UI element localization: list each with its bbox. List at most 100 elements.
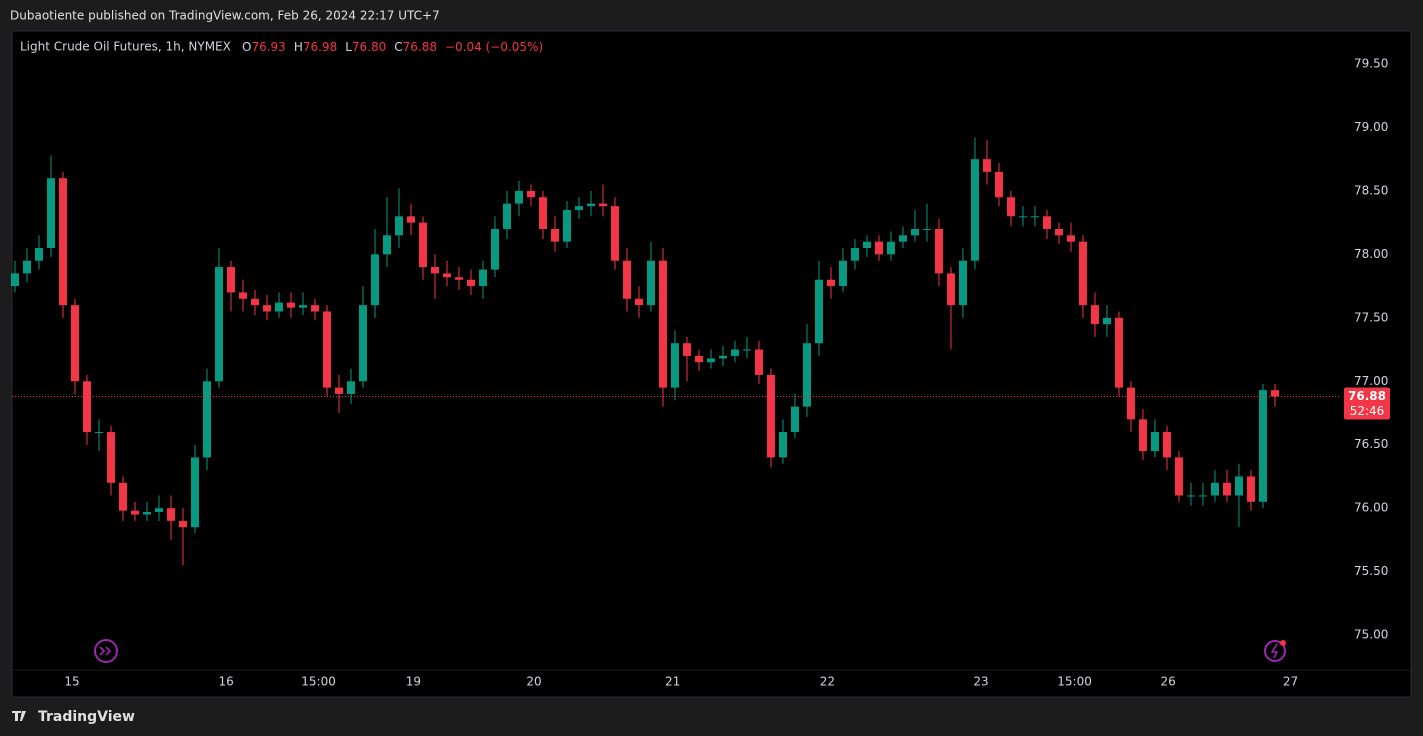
y-tick-label: 77.00 bbox=[1354, 374, 1388, 388]
candle-body bbox=[430, 267, 439, 274]
logo bbox=[12, 711, 26, 721]
candle-body bbox=[1114, 317, 1123, 388]
candle-body bbox=[958, 260, 967, 306]
candle-body bbox=[406, 216, 415, 223]
icon[interactable] bbox=[1264, 640, 1286, 662]
legend-open: 76.93 bbox=[251, 40, 285, 54]
y-tick-label: 76.50 bbox=[1354, 437, 1388, 451]
icon-glyph bbox=[99, 646, 112, 656]
candle-body bbox=[1270, 390, 1279, 397]
candle-body bbox=[466, 279, 475, 287]
candle-body bbox=[166, 508, 175, 521]
candle-body bbox=[778, 432, 787, 458]
y-tick-label: 79.50 bbox=[1354, 56, 1388, 70]
candle-body bbox=[646, 260, 655, 306]
candle-body bbox=[190, 457, 199, 528]
candle-body bbox=[886, 241, 895, 255]
legend-close: 76.88 bbox=[403, 40, 437, 54]
candle-body bbox=[1030, 216, 1039, 218]
candle-body bbox=[442, 273, 451, 278]
publisher: Dubaotiente published on TradingView.com… bbox=[10, 9, 440, 23]
x-tick-label: 15:00 bbox=[301, 675, 336, 689]
candle-body bbox=[862, 241, 871, 249]
candle-body bbox=[1222, 482, 1231, 496]
y-tick-label: 75.50 bbox=[1354, 564, 1388, 578]
candle-body bbox=[334, 387, 343, 394]
x-tick-label: 19 bbox=[406, 675, 421, 689]
x-tick-label: 16 bbox=[219, 675, 234, 689]
x-tick-label: 21 bbox=[665, 675, 680, 689]
candle-body bbox=[298, 305, 307, 308]
candle-body bbox=[46, 178, 55, 249]
candle-body bbox=[454, 277, 463, 280]
candle-body bbox=[178, 520, 187, 528]
last-price-box bbox=[1344, 387, 1390, 420]
plot-area bbox=[11, 30, 1412, 698]
last-price-label: 76.88 bbox=[1348, 389, 1386, 403]
candle-body bbox=[538, 197, 547, 229]
candle-body bbox=[526, 190, 535, 198]
candle-body bbox=[898, 235, 907, 242]
x-tick-label: 15:00 bbox=[1057, 675, 1092, 689]
candle-body bbox=[874, 241, 883, 255]
candle-body bbox=[238, 292, 247, 299]
x-tick-label: 27 bbox=[1283, 675, 1298, 689]
icon[interactable] bbox=[94, 639, 118, 663]
candle-body bbox=[1126, 387, 1135, 420]
candle-body bbox=[610, 206, 619, 261]
legend-low: 76.80 bbox=[352, 40, 386, 54]
candle-body bbox=[754, 349, 763, 375]
candle-body bbox=[154, 508, 163, 512]
candle-body bbox=[94, 432, 103, 434]
legend-c_label: C bbox=[394, 40, 402, 54]
brand: TradingView bbox=[38, 709, 135, 725]
candle-body bbox=[586, 203, 595, 207]
candle-body bbox=[838, 260, 847, 287]
candle-body bbox=[142, 511, 151, 515]
candle-body bbox=[1042, 216, 1051, 229]
legend-h_label: H bbox=[294, 40, 303, 54]
candle-body bbox=[70, 305, 79, 382]
candle-body bbox=[358, 305, 367, 382]
x-tick-label: 26 bbox=[1161, 675, 1176, 689]
candle-body bbox=[622, 260, 631, 299]
candle-body bbox=[802, 343, 811, 407]
candle-body bbox=[574, 206, 583, 210]
candle-body bbox=[634, 298, 643, 306]
candle-body bbox=[742, 349, 751, 351]
candle-body bbox=[370, 254, 379, 306]
candle-body bbox=[286, 302, 295, 308]
y-tick-label: 78.00 bbox=[1354, 247, 1388, 261]
candle-body bbox=[1246, 476, 1255, 502]
candle-body bbox=[106, 432, 115, 483]
y-tick-label: 79.00 bbox=[1354, 120, 1388, 134]
legend-l_label: L bbox=[345, 40, 352, 54]
candle-body bbox=[502, 203, 511, 229]
candle-body bbox=[850, 248, 859, 261]
candle-body bbox=[1174, 457, 1183, 496]
candle-body bbox=[826, 279, 835, 287]
x-tick-label: 20 bbox=[526, 675, 541, 689]
candle-body bbox=[514, 190, 523, 204]
candle-body bbox=[790, 406, 799, 433]
candle-body bbox=[262, 305, 271, 312]
y-tick-label: 77.50 bbox=[1354, 310, 1388, 324]
candle-body bbox=[1198, 495, 1207, 497]
candle-body bbox=[658, 260, 667, 388]
candle-body bbox=[58, 178, 67, 306]
candle-body bbox=[1258, 390, 1267, 502]
legend-change: −0.04 (−0.05%) bbox=[445, 40, 543, 54]
candle-body bbox=[274, 302, 283, 312]
candle-body bbox=[706, 358, 715, 363]
candle-body bbox=[934, 228, 943, 274]
icon-dot bbox=[1280, 640, 1286, 646]
candle-body bbox=[970, 159, 979, 261]
candle-body bbox=[814, 279, 823, 344]
icon-glyph bbox=[1270, 643, 1279, 659]
candle-body bbox=[994, 171, 1003, 198]
candle-body bbox=[394, 216, 403, 236]
candle-body bbox=[562, 209, 571, 242]
candle-body bbox=[1210, 482, 1219, 496]
x-tick-label: 15 bbox=[64, 675, 79, 689]
